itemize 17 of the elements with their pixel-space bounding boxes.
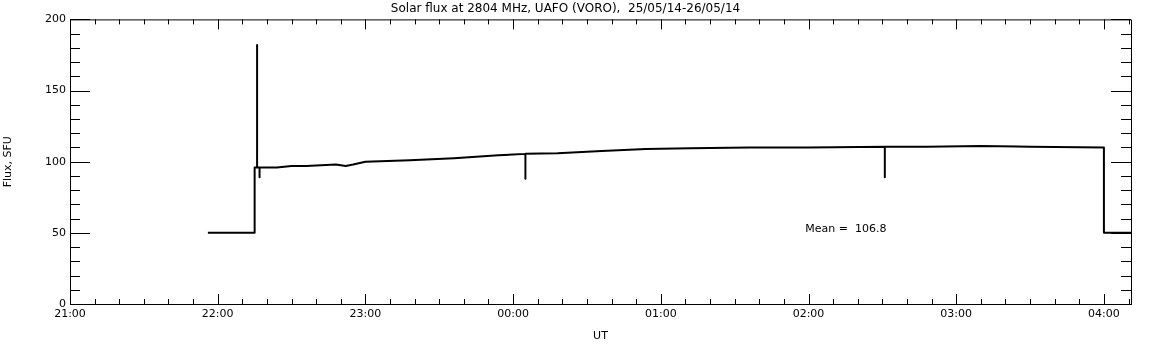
annotation: Mean = 106.8 xyxy=(805,222,887,236)
x-tick-label: 03:00 xyxy=(940,307,973,321)
y-tick-label: 200 xyxy=(45,12,66,26)
y-tick-label: 100 xyxy=(45,154,66,168)
x-tick-label: 22:00 xyxy=(201,307,234,321)
x-tick-label: 21:00 xyxy=(54,307,86,321)
x-tick-label: 02:00 xyxy=(792,307,825,321)
x-axis-title: UT xyxy=(593,329,609,343)
chart-title: Solar flux at 2804 MHz, UAFO (VORO), 25/05/14-26/05/14 xyxy=(390,1,741,16)
x-tick-label: 01:00 xyxy=(644,307,677,321)
x-tick-label: 00:00 xyxy=(497,307,529,321)
x-tick-label: 04:00 xyxy=(1088,307,1120,321)
y-tick-label: 150 xyxy=(45,83,66,97)
y-axis-title: Flux, SFU xyxy=(1,136,15,188)
y-tick-label: 0 xyxy=(59,296,66,310)
x-tick-label: 23:00 xyxy=(349,307,382,321)
y-tick-label: 50 xyxy=(52,225,66,239)
